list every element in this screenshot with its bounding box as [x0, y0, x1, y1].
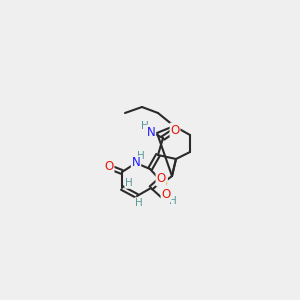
Text: N: N [132, 157, 140, 169]
Text: H: H [169, 196, 177, 206]
Text: O: O [156, 172, 166, 185]
Text: H: H [141, 121, 149, 131]
Text: H: H [137, 151, 145, 161]
Text: N: N [147, 125, 155, 139]
Text: O: O [104, 160, 114, 173]
Text: H: H [135, 198, 143, 208]
Text: H: H [125, 178, 133, 188]
Text: O: O [161, 188, 171, 202]
Text: S: S [159, 176, 167, 190]
Text: O: O [170, 124, 180, 136]
